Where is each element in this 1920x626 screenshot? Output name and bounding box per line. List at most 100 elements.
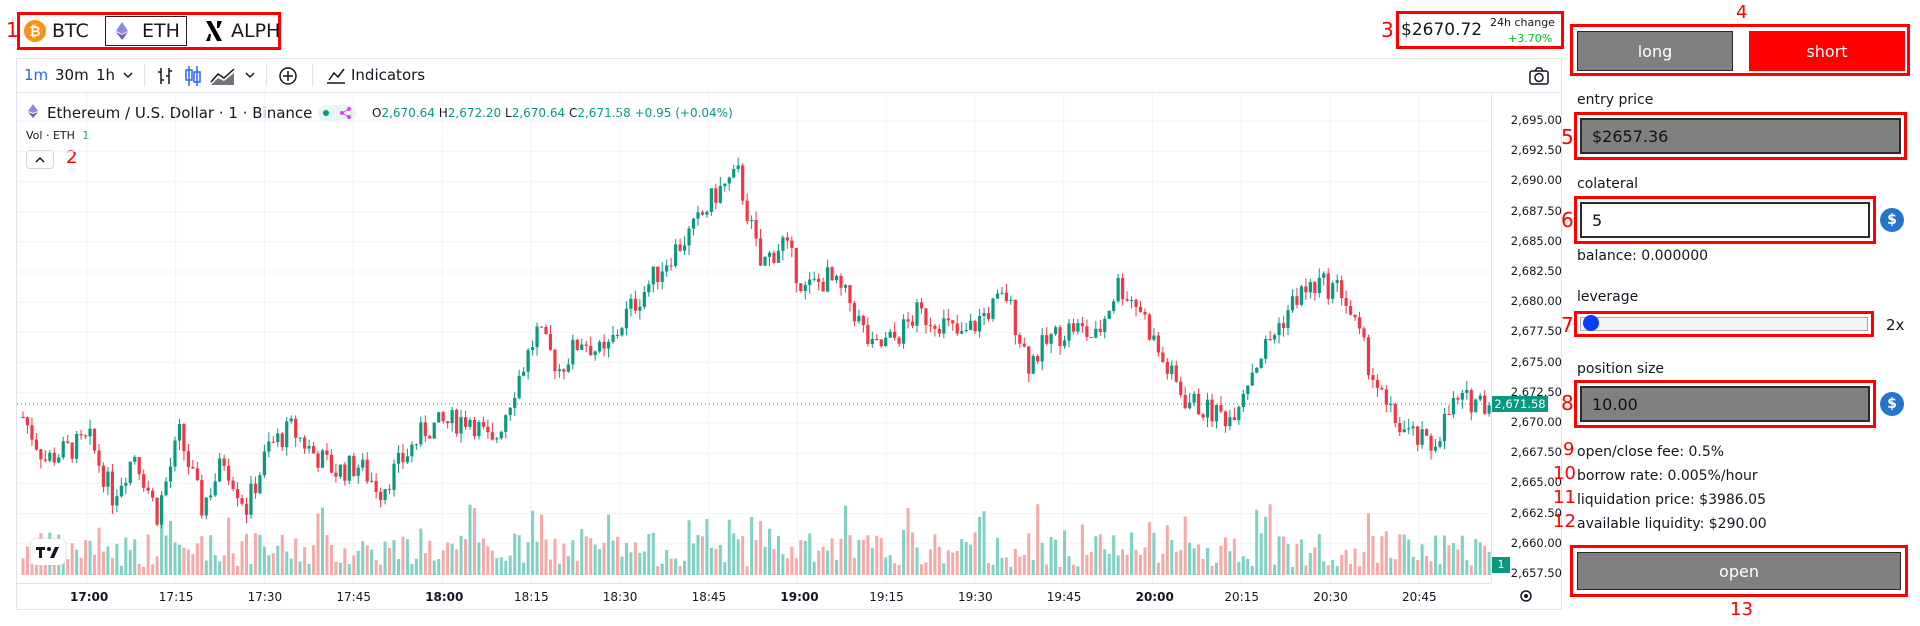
indicators-icon[interactable]: [326, 66, 346, 84]
volume-bar: [21, 558, 25, 575]
long-button[interactable]: long: [1577, 31, 1733, 71]
time-axis[interactable]: 17:00 17:15 17:30 17:45 18:00 18:15 18:30 18:45…: [17, 583, 1491, 610]
volume-bar: [486, 546, 490, 575]
volume-bar: [499, 557, 503, 575]
volume-bar: [249, 563, 253, 575]
volume-bar: [1116, 555, 1120, 575]
candle-body: [691, 218, 696, 229]
usdc-icon[interactable]: $: [1880, 208, 1904, 232]
candle-body: [660, 271, 664, 282]
candle-style-icon[interactable]: [184, 65, 202, 87]
token-eth[interactable]: ETH: [105, 16, 187, 46]
volume-bar: [410, 563, 414, 575]
volume-bar: [665, 549, 669, 575]
ohlc-o-label: O: [372, 106, 382, 120]
volume-bar: [1040, 542, 1044, 575]
volume-bar: [750, 516, 754, 575]
leverage-slider-thumb[interactable]: [1583, 315, 1599, 331]
collateral-input[interactable]: 5: [1580, 202, 1870, 238]
tradingview-logo[interactable]: [31, 539, 65, 565]
candle-body: [1228, 417, 1232, 427]
volume-bar: [1277, 536, 1281, 575]
candle-body: [830, 267, 834, 281]
volume-bar: [446, 542, 450, 575]
area-style-icon[interactable]: [210, 66, 236, 86]
candle-body: [1268, 339, 1272, 341]
collapse-legend-button[interactable]: [26, 150, 54, 169]
timeframe-1m[interactable]: 1m: [24, 66, 49, 84]
candle-body: [1045, 335, 1049, 344]
volume-bar: [548, 559, 552, 575]
available-liquidity-text: available liquidity: $290.00: [1577, 516, 1767, 532]
candle-body: [1188, 402, 1192, 409]
chevron-down-icon[interactable]: [122, 70, 134, 80]
candle-body: [432, 422, 436, 439]
price-chart[interactable]: [17, 93, 1491, 583]
candle-body: [1402, 429, 1406, 433]
camera-icon[interactable]: [1528, 66, 1550, 86]
volume-bar: [298, 561, 302, 575]
candle-body: [477, 422, 481, 437]
volume-bar: [1420, 544, 1424, 575]
volume-bar: [517, 535, 521, 575]
timeframe-1h[interactable]: 1h: [96, 66, 116, 84]
candle-body: [454, 409, 459, 434]
volume-bar: [1201, 559, 1205, 575]
volume-bar: [776, 535, 780, 575]
candle-body: [1107, 310, 1111, 319]
bar-style-icon[interactable]: [156, 66, 174, 86]
token-btc-label: BTC: [52, 20, 89, 42]
timeframe-30m[interactable]: 30m: [55, 66, 89, 84]
candle-body: [124, 482, 128, 486]
leverage-slider[interactable]: [1580, 315, 1868, 331]
volume-bar: [1067, 556, 1071, 575]
candle-body: [544, 326, 548, 335]
ohlc-c: 2,671.58: [577, 106, 631, 120]
volume-bar: [195, 543, 199, 575]
indicators-button[interactable]: Indicators: [351, 66, 426, 84]
entry-price-label: entry price: [1577, 92, 1654, 108]
candle-body: [227, 465, 231, 481]
volume-bar: [669, 558, 673, 575]
candle-body: [1138, 307, 1143, 312]
candle-body: [70, 442, 74, 459]
volume-bar: [289, 558, 293, 575]
volume-bar: [160, 518, 164, 575]
volume-bar: [361, 541, 365, 575]
volume-bar: [736, 539, 740, 575]
volume-bar: [911, 532, 915, 575]
ohlc-l-label: L: [505, 106, 512, 120]
open-button[interactable]: open: [1577, 552, 1901, 590]
volume-bar: [1018, 556, 1022, 575]
volume-bar: [1304, 565, 1308, 575]
ethereum-icon: [28, 104, 38, 118]
volume-bar: [1340, 554, 1344, 575]
current-price: $2670.72: [1401, 20, 1483, 40]
volume-bar: [218, 561, 222, 575]
price-axis[interactable]: 2,695.00 2,692.50 2,690.00 2,687.50 2,685.00…: [1491, 93, 1562, 583]
candle-body: [1040, 335, 1044, 362]
candle-body: [450, 409, 454, 424]
volume-bar: [1045, 564, 1049, 575]
candle-body: [213, 481, 217, 496]
volume-bar: [1022, 554, 1026, 575]
candle-body: [620, 328, 624, 336]
add-symbol-icon[interactable]: [278, 66, 298, 86]
candle-body: [396, 452, 401, 464]
borrow-rate-text: borrow rate: 0.005%/hour: [1577, 468, 1758, 484]
chevron-down-icon[interactable]: [244, 70, 256, 80]
candle-body: [177, 424, 182, 441]
leverage-value: 2x: [1886, 316, 1905, 334]
candle-body: [361, 459, 365, 468]
candle-body: [794, 248, 798, 284]
token-alph[interactable]: ALPH: [203, 16, 281, 46]
token-btc[interactable]: ₿ BTC: [24, 16, 104, 46]
short-button[interactable]: short: [1749, 31, 1905, 71]
usdc-icon[interactable]: $: [1880, 392, 1904, 416]
settings-icon[interactable]: [1518, 588, 1534, 604]
price-box: [1396, 11, 1564, 49]
volume-bar: [1290, 566, 1294, 575]
volume-bar: [1210, 565, 1214, 575]
balance-text: balance: 0.000000: [1577, 248, 1709, 264]
position-size-label: position size: [1577, 361, 1665, 377]
